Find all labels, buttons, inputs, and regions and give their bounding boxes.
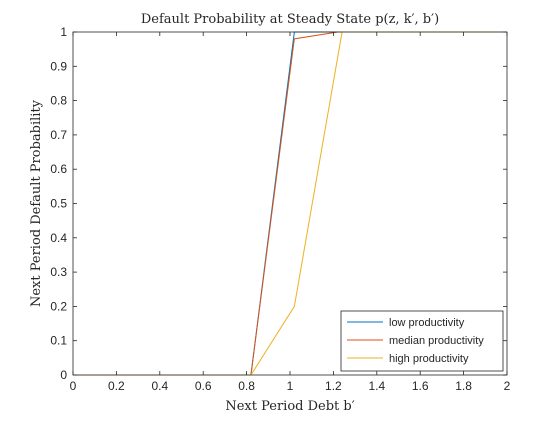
y-tick-label: 0.8: [50, 94, 67, 108]
x-tick-label: 0: [70, 379, 77, 393]
x-tick-label: 0.6: [195, 379, 212, 393]
y-tick-label: 0.6: [50, 162, 67, 176]
x-tick-label: 1.8: [455, 379, 472, 393]
x-axis-label: Next Period Debt b′: [225, 399, 354, 414]
legend: low productivity median productivity high …: [340, 310, 504, 372]
legend-box: [340, 310, 504, 372]
legend-label: median productivity: [389, 335, 484, 347]
chart-title: Default Probability at Steady State p(z,…: [141, 12, 439, 27]
y-tick-label: 0.7: [50, 128, 67, 142]
y-axis-label: Next Period Default Probability: [29, 99, 44, 307]
axes-layer: 0 0.2 0.4 0.6 0.8 1 1.2 1.4 1.6 1.8 2 0 0.1 0.2 0.3 0.4…: [50, 25, 510, 393]
y-tick-label: 0.1: [50, 334, 67, 348]
legend-label: low productivity: [389, 317, 465, 329]
y-tick-label: 0.4: [50, 231, 67, 245]
legend-label: high productivity: [389, 353, 469, 365]
y-tick-label: 1: [60, 25, 67, 39]
x-tick-label: 2: [504, 379, 511, 393]
x-tick-label: 0.4: [151, 379, 168, 393]
x-tick-label: 1.4: [368, 379, 385, 393]
y-tick-label: 0.9: [50, 59, 67, 73]
x-tick-label: 0.8: [238, 379, 255, 393]
y-tick-label: 0.5: [50, 197, 67, 211]
x-tick-label: 0.2: [108, 379, 125, 393]
y-tick-label: 0: [60, 368, 67, 382]
y-tick-label: 0.2: [50, 299, 67, 313]
x-tick-label: 1.2: [325, 379, 342, 393]
y-tick-label: 0.3: [50, 265, 67, 279]
x-tick-label: 1.6: [412, 379, 429, 393]
x-tick-label: 1: [287, 379, 294, 393]
